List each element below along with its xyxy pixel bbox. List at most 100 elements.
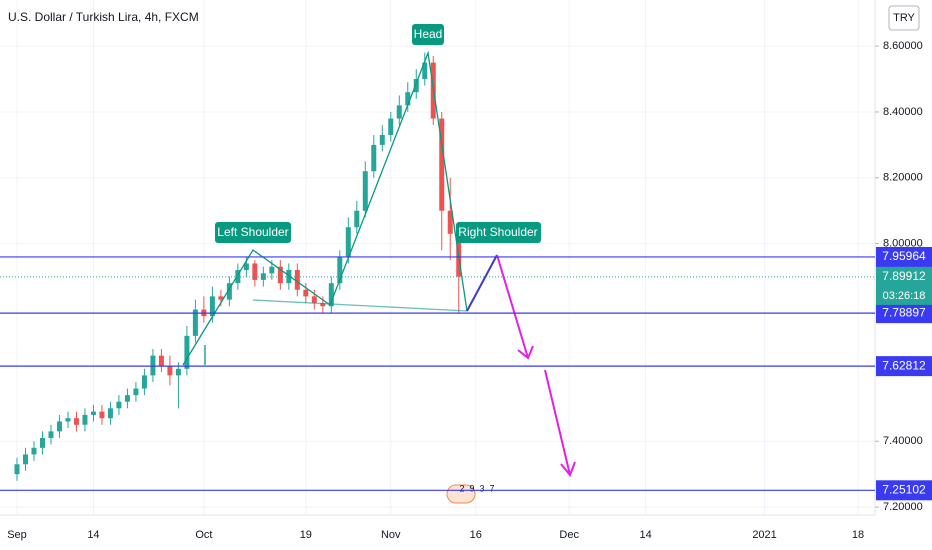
candle-body: [167, 365, 173, 376]
candle-body: [116, 401, 122, 409]
candle-body: [294, 270, 300, 290]
candle-body: [379, 135, 385, 145]
neckline: [252, 299, 468, 312]
x-tick-label: 19: [300, 529, 312, 541]
x-tick-label: Dec: [559, 529, 579, 541]
y-tick-label: 8.40000: [883, 106, 923, 118]
plot: [14, 52, 462, 481]
countdown: 03:26:18: [883, 290, 926, 302]
y-tick-label: 7.20000: [883, 501, 923, 513]
candle-body: [107, 408, 113, 419]
arrow-head: [517, 345, 534, 360]
candle-body: [82, 414, 88, 425]
candle-body: [141, 375, 147, 389]
level-box: [876, 303, 932, 324]
level-box: [876, 356, 932, 377]
candle-body: [345, 227, 351, 257]
event-count: 7: [489, 483, 494, 493]
candle-body: [124, 395, 130, 402]
candle-body: [303, 289, 309, 297]
x-tick-label: 2021: [752, 529, 776, 541]
candle-body: [337, 256, 343, 284]
candle-body: [371, 144, 377, 172]
label-box: [412, 24, 444, 45]
candle-body: [362, 171, 368, 211]
last-price-label: 7.89912: [882, 269, 926, 283]
pattern-line: [182, 50, 468, 366]
candle-body: [14, 464, 20, 475]
event-count: 9: [469, 483, 474, 493]
annotation-labels: Left Shoulder Head Right Shoulder: [215, 24, 541, 243]
pattern: [182, 50, 576, 477]
candle-body: [388, 118, 394, 136]
currency[interactable]: TRY: [893, 12, 915, 24]
y-tick-label: 8.20000: [883, 172, 923, 184]
y-tick-label: 8.00000: [883, 238, 923, 250]
candle-body: [405, 92, 411, 106]
candle-body: [260, 273, 266, 280]
candle-body: [99, 411, 105, 419]
y-tick-label: 8.60000: [883, 40, 923, 52]
x-tick-label: Sep: [7, 529, 27, 541]
event-count: 2: [459, 483, 464, 493]
candle-body: [184, 335, 190, 369]
level-box: [876, 246, 932, 267]
x-tick-label: Oct: [195, 529, 212, 541]
annotation: Left Shoulder: [217, 225, 288, 239]
candle-body: [252, 263, 258, 280]
candle-body: [439, 118, 445, 211]
candle-body: [277, 266, 283, 284]
annotation: Head: [414, 27, 443, 41]
candle-body: [56, 421, 62, 432]
level-label: 7.25102: [882, 482, 926, 496]
candle-body: [158, 355, 164, 366]
candle-body: [243, 263, 249, 271]
level-box: [876, 480, 932, 501]
y-tick-label: 7.40000: [883, 435, 923, 447]
x-tick-label: 14: [87, 529, 99, 541]
candle-body: [133, 388, 139, 396]
candle-body: [175, 368, 181, 376]
projection-line: [466, 254, 498, 312]
level-label: 7.78897: [882, 305, 926, 319]
level-label: 7.62812: [882, 358, 926, 372]
candle-body: [90, 411, 96, 415]
arrow-head: [560, 461, 576, 477]
level-label: 7.95964: [882, 249, 926, 263]
currency-button[interactable]: [888, 5, 920, 31]
annotation: Right Shoulder: [458, 225, 537, 239]
x-tick-label: 16: [470, 529, 482, 541]
candle-body: [39, 437, 45, 448]
candle-body: [22, 454, 28, 465]
projection-arrow: [496, 254, 529, 359]
candle-body: [218, 296, 224, 300]
candle-body: [311, 296, 317, 303]
label-box: [215, 222, 291, 243]
candle-body: [269, 266, 275, 274]
x-tick-label: 18: [852, 529, 864, 541]
candle-body: [447, 210, 453, 234]
last-price-box: [876, 266, 932, 305]
candle-body: [422, 62, 428, 80]
candle-body: [226, 283, 232, 300]
candle-body: [413, 79, 419, 93]
candle-body: [320, 302, 326, 307]
candle-body: [354, 210, 360, 228]
candle-body: [328, 283, 334, 307]
candle-body: [150, 355, 156, 376]
x-tick-label: Nov: [381, 529, 401, 541]
event-count: 3: [479, 483, 484, 493]
candle-body: [192, 309, 198, 336]
x-tick-label: 14: [640, 529, 652, 541]
chart-title: U.S. Dollar / Turkish Lira, 4h, FXCM: [8, 10, 199, 24]
candle-body: [209, 296, 215, 317]
candle-body: [73, 418, 79, 425]
label-box: [456, 222, 541, 243]
event-icon: [446, 484, 476, 504]
candle-body: [396, 105, 402, 119]
candle-body: [48, 431, 54, 438]
candle-body: [65, 418, 71, 422]
